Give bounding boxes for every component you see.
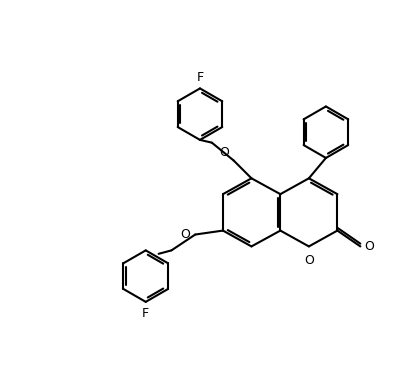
Text: O: O: [181, 228, 190, 241]
Text: F: F: [196, 71, 204, 84]
Text: F: F: [142, 307, 149, 320]
Text: O: O: [219, 146, 229, 158]
Text: O: O: [304, 254, 314, 266]
Text: O: O: [364, 240, 374, 253]
